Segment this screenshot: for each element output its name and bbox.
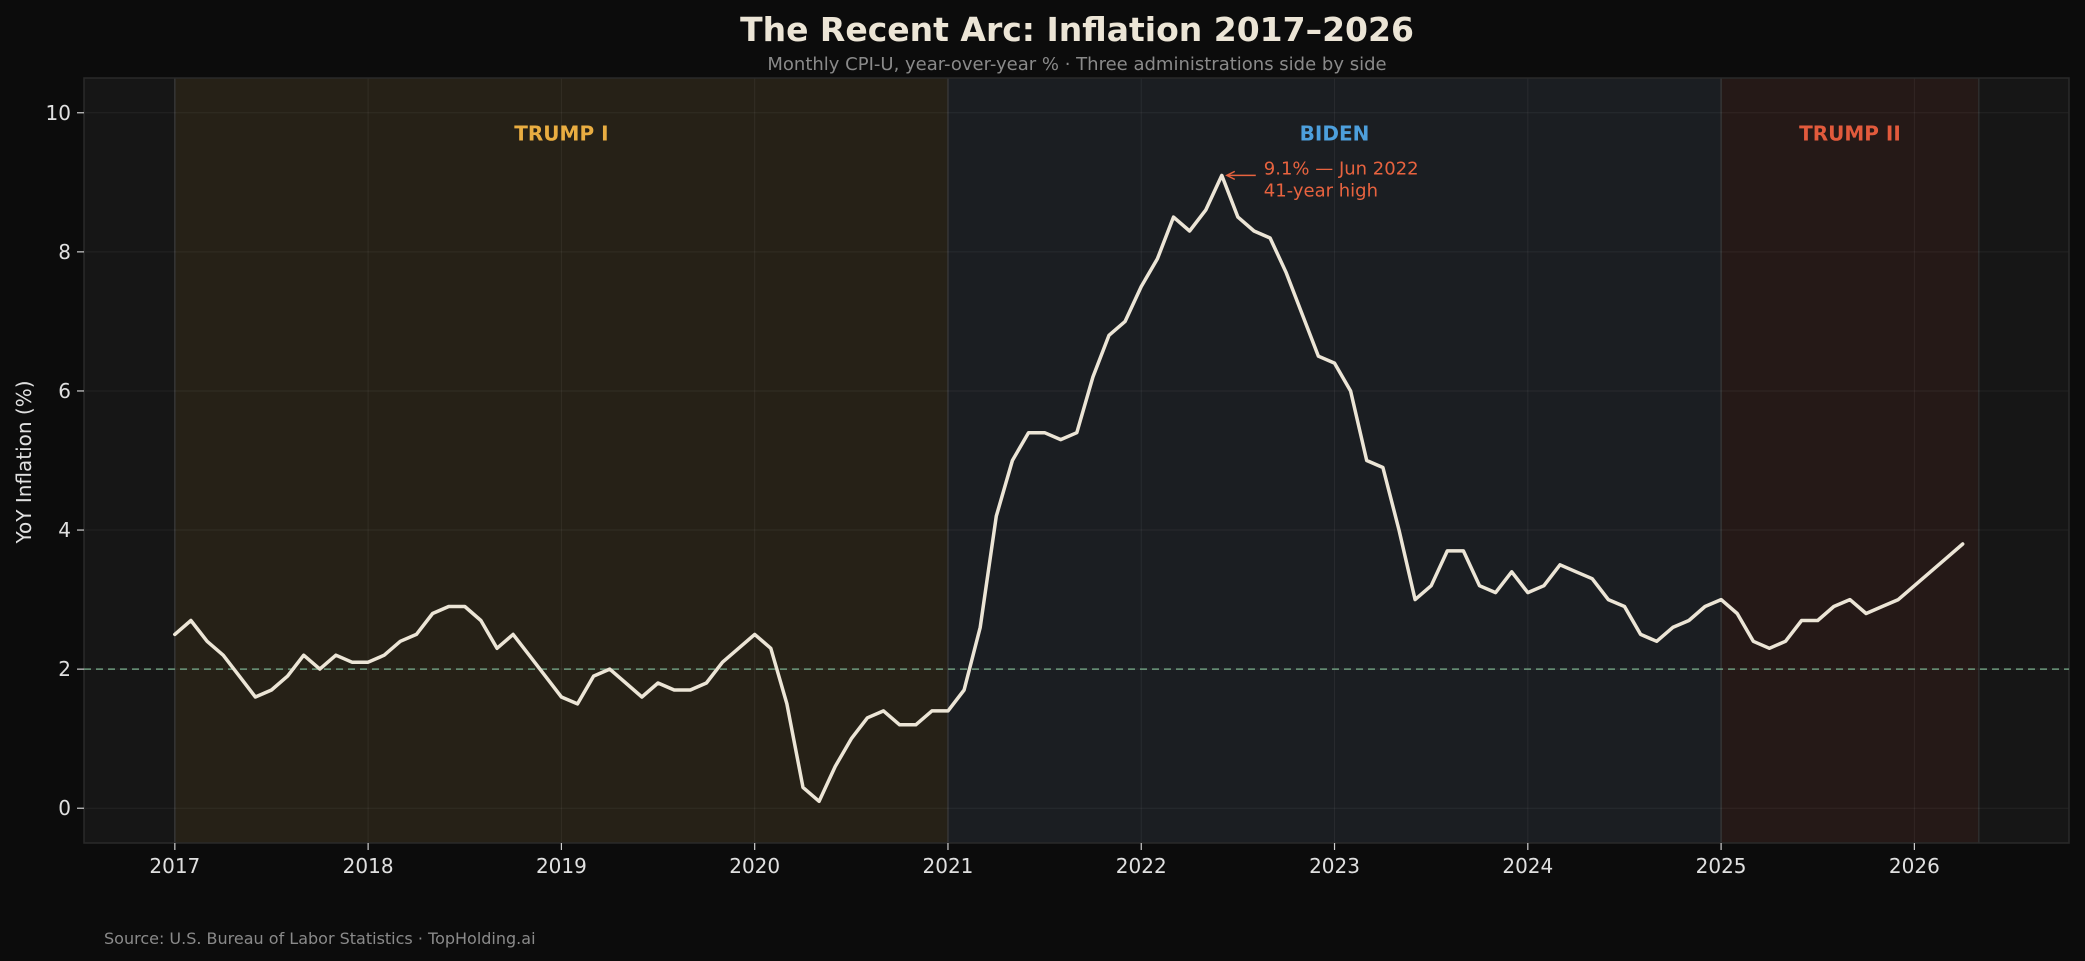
- x-tick-label-2026: 2026: [1889, 854, 1940, 878]
- grid-lines: [83, 77, 2070, 844]
- chart-subtitle: Monthly CPI-U, year-over-year % · Three …: [767, 54, 1386, 75]
- annotation-line-1: 9.1% — Jun 2022: [1264, 158, 1419, 179]
- x-tick-label-2023: 2023: [1309, 854, 1360, 878]
- era-band-biden: [947, 78, 1722, 843]
- era-labels: TRUMP I BIDEN TRUMP II: [514, 122, 1901, 146]
- y-tick-label-6: 6: [58, 379, 71, 403]
- x-tick-label-2022: 2022: [1116, 854, 1167, 878]
- y-tick-label-2: 2: [58, 657, 71, 681]
- y-tick-label-4: 4: [58, 518, 71, 542]
- x-tick-label-2021: 2021: [923, 854, 974, 878]
- x-tick-label-2018: 2018: [343, 854, 394, 878]
- y-tick-label-0: 0: [58, 796, 71, 820]
- y-axis-ticks: 0 2 4 6 8 10: [46, 101, 84, 820]
- plot-frame: [83, 77, 2070, 844]
- chart-title: The Recent Arc: Inflation 2017–2026: [740, 10, 1414, 49]
- x-tick-label-2019: 2019: [536, 854, 587, 878]
- x-tick-label-2025: 2025: [1696, 854, 1747, 878]
- era-label-biden: BIDEN: [1300, 122, 1370, 146]
- source-note: Source: U.S. Bureau of Labor Statistics …: [104, 929, 536, 948]
- series-line-cpi: [173, 173, 1965, 804]
- era-band-trump-i: [174, 78, 948, 843]
- y-tick-label-8: 8: [58, 240, 71, 264]
- x-tick-label-2020: 2020: [729, 854, 780, 878]
- peak-annotation: 9.1% — Jun 2022 41-year high: [1225, 158, 1419, 201]
- annotation-arrowhead: [1225, 170, 1236, 181]
- x-tick-label-2024: 2024: [1502, 854, 1553, 878]
- era-label-trump-i: TRUMP I: [514, 122, 608, 146]
- era-bands: [174, 78, 1980, 843]
- y-axis-label: YoY Inflation (%): [12, 380, 36, 544]
- y-tick-label-10: 10: [46, 101, 71, 125]
- annotation-line-2: 41-year high: [1264, 180, 1378, 201]
- x-tick-label-2017: 2017: [149, 854, 200, 878]
- x-axis-ticks: 2017 2018 2019 2020 2021 2022 2023 2024 2025 2026: [149, 843, 1940, 878]
- era-band-trump-ii: [1721, 78, 1979, 843]
- era-label-trump-ii: TRUMP II: [1799, 122, 1901, 146]
